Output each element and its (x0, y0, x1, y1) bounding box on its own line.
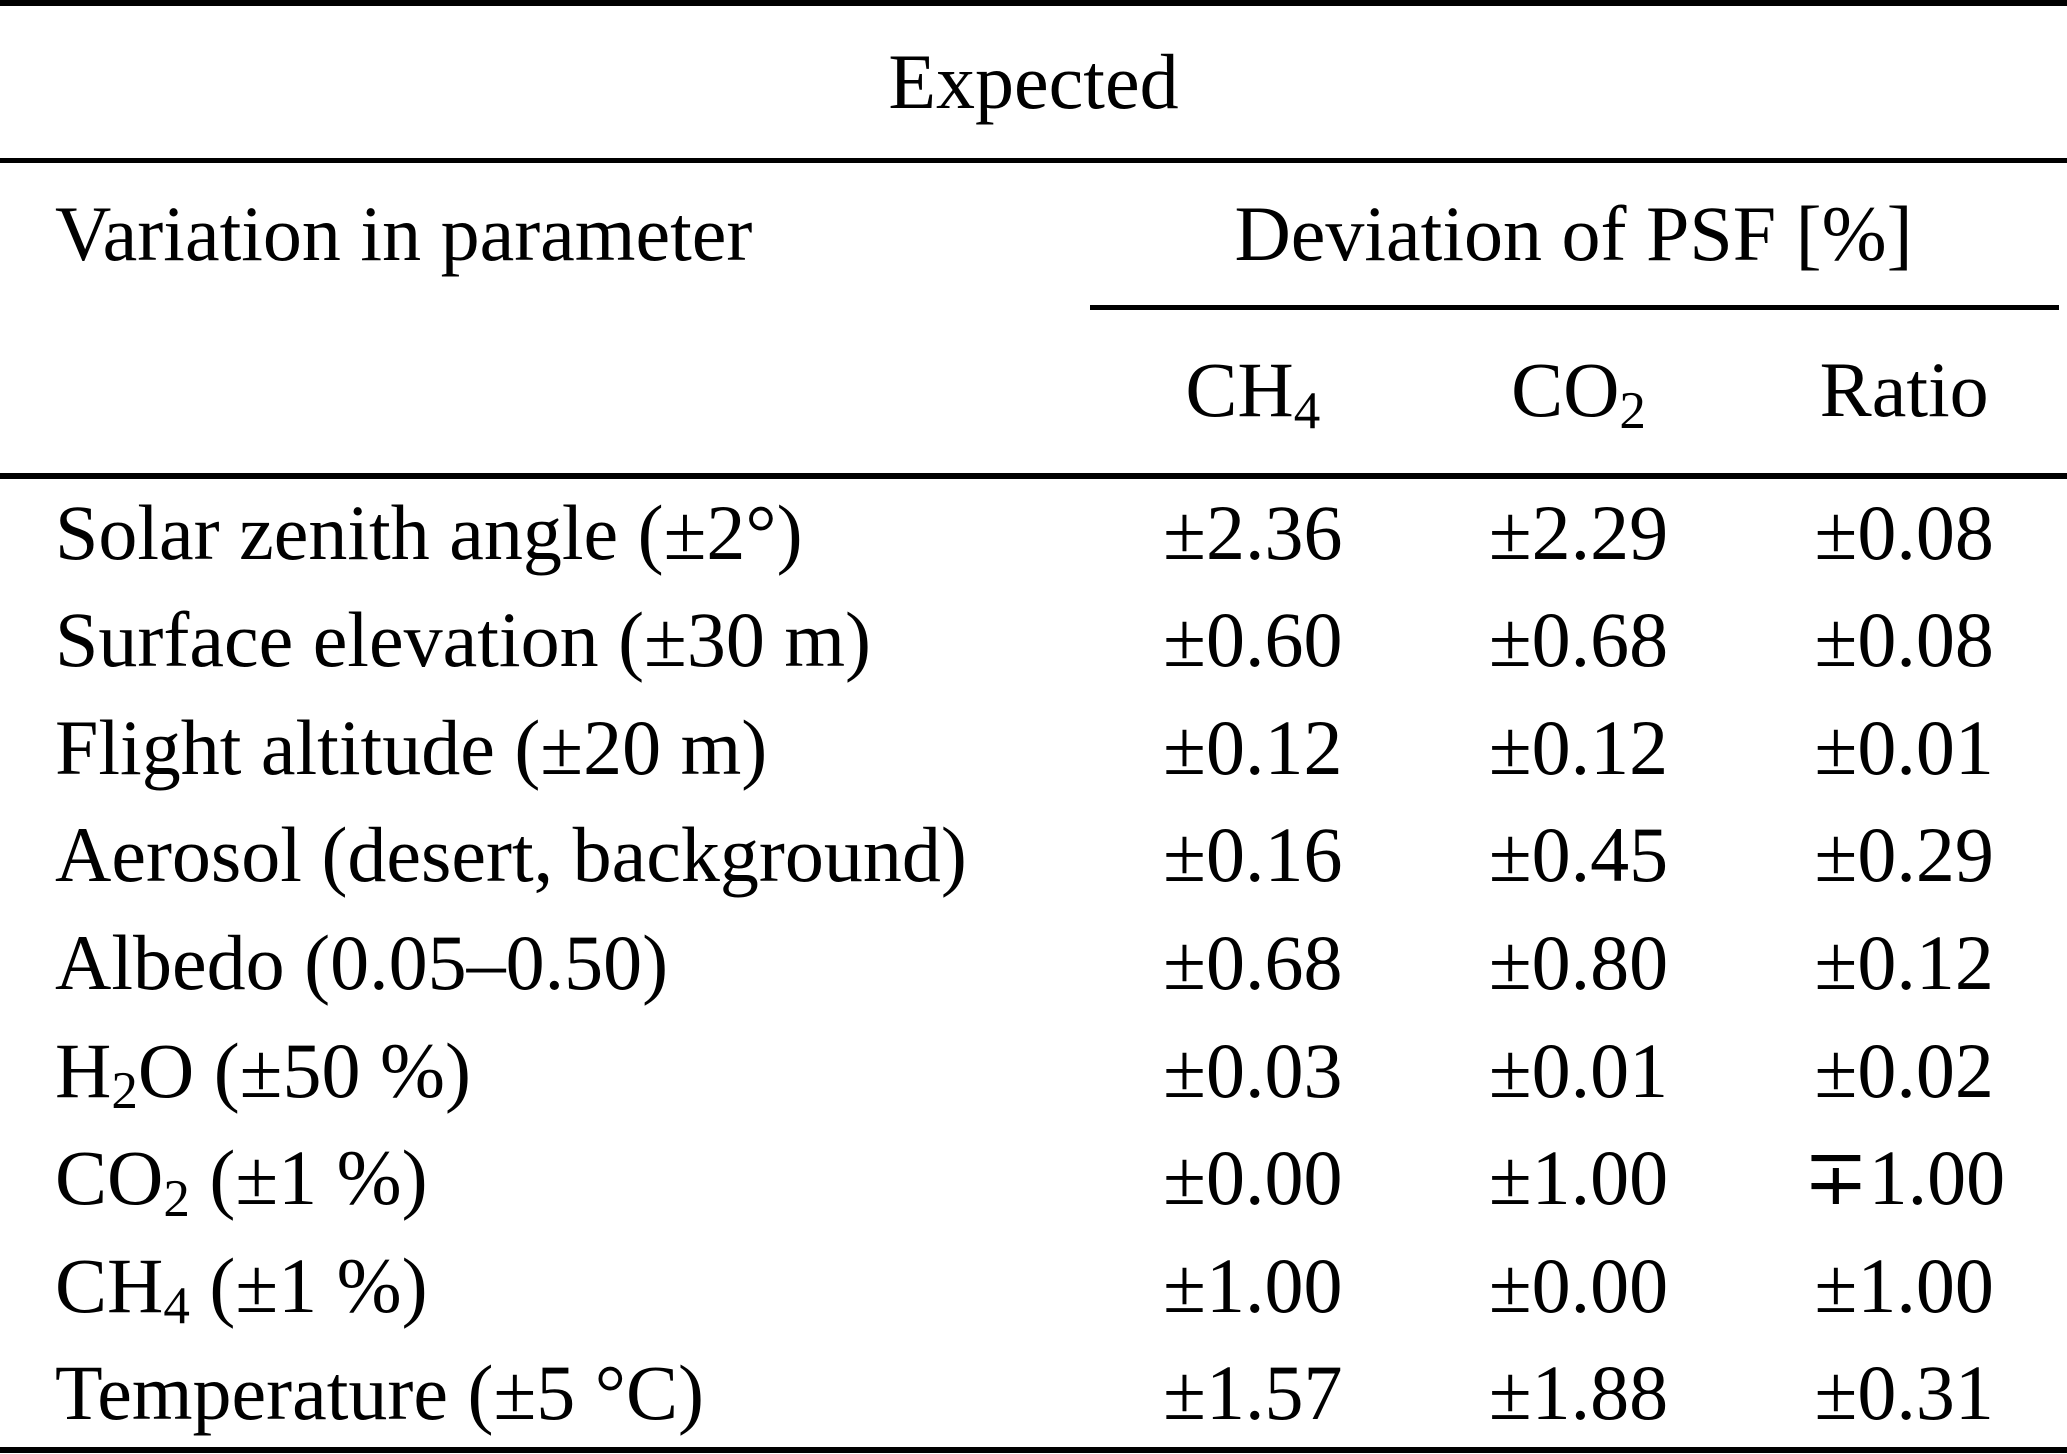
cell-ratio: ±0.29 (1814, 811, 1994, 899)
top-rule (0, 0, 2067, 6)
column-header-ch4: CH4 (1090, 345, 1416, 437)
header-bottom-rule (0, 473, 2067, 479)
table-row: CO2 (±1 %) ±0.00 ±1.00 ∓1.00 (0, 1124, 2067, 1232)
cell-ch4: ±0.16 (1163, 811, 1343, 899)
cell-co2: ±0.12 (1488, 703, 1669, 791)
cell-ratio: ±0.12 (1814, 919, 1994, 1007)
row-label-text: Surface elevation (±30 m) (55, 596, 871, 684)
psf-group-header-wrap: Deviation of PSF [%] (1090, 163, 2067, 305)
cell-ch4: ±1.00 (1163, 1241, 1343, 1329)
row-label: Albedo (0.05–0.50) (0, 918, 1090, 1008)
header-top-rule (0, 158, 2067, 163)
row-label: CO2 (±1 %) (0, 1133, 1090, 1225)
column-header-co2-subscript: 2 (1619, 381, 1646, 440)
table-row: Solar zenith angle (±2°) ±2.36 ±2.29 ±0.… (0, 479, 2067, 587)
column-header-co2: CO2 (1416, 345, 1742, 437)
cell-co2: ±0.01 (1488, 1026, 1669, 1114)
column-header-ratio: Ratio (1741, 345, 2067, 435)
row-label-text: H (55, 1026, 112, 1114)
sub-header-row: CH4 CO2 Ratio (1090, 310, 2067, 470)
cell-ch4: ±0.60 (1163, 596, 1343, 684)
row-label-text: Aerosol (desert, background) (55, 811, 967, 899)
table-row: Aerosol (desert, background) ±0.16 ±0.45… (0, 802, 2067, 910)
row-label-text: Solar zenith angle (±2°) (55, 488, 803, 576)
cell-ratio: ±0.08 (1814, 488, 1994, 576)
row-label-subscript: 2 (111, 1062, 138, 1121)
cell-ch4: ±1.57 (1163, 1349, 1343, 1437)
row-label: Solar zenith angle (±2°) (0, 488, 1090, 578)
cell-ch4: ±0.68 (1163, 919, 1343, 1007)
cell-ratio: ±0.31 (1814, 1349, 1994, 1437)
column-header-ch4-text: CH (1185, 346, 1294, 433)
psf-group-header: Deviation of PSF [%] (1234, 190, 1913, 277)
row-label-subscript: 2 (163, 1169, 190, 1228)
cell-co2: ±2.29 (1488, 488, 1669, 576)
column-header-co2-text: CO (1511, 346, 1620, 433)
table-row: Surface elevation (±30 m) ±0.60 ±0.68 ±0… (0, 587, 2067, 695)
table-row: Temperature (±5 °C) ±1.57 ±1.88 ±0.31 (0, 1340, 2067, 1448)
table-row: Albedo (0.05–0.50) ±0.68 ±0.80 ±0.12 (0, 909, 2067, 1017)
cell-co2: ±0.45 (1488, 811, 1669, 899)
column-header-ratio-text: Ratio (1819, 346, 1989, 433)
cell-co2: ±0.68 (1488, 596, 1669, 684)
cell-co2: ±1.00 (1488, 1134, 1669, 1222)
cell-ch4: ±0.00 (1163, 1134, 1343, 1222)
row-label-suffix: O (±50 %) (137, 1026, 471, 1114)
cell-ratio: ∓1.00 (1803, 1134, 2006, 1222)
bottom-rule (0, 1447, 2067, 1453)
parameter-column-header: Variation in parameter (55, 190, 753, 277)
row-label-text: Temperature (±5 °C) (55, 1349, 704, 1437)
table-row: CH4 (±1 %) ±1.00 ±0.00 ±1.00 (0, 1232, 2067, 1340)
cell-ratio: ±1.00 (1814, 1241, 1994, 1329)
row-label: Temperature (±5 °C) (0, 1348, 1090, 1438)
row-label: H2O (±50 %) (0, 1026, 1090, 1118)
cell-co2: ±0.00 (1488, 1241, 1669, 1329)
row-label-text: CH (55, 1241, 164, 1329)
cell-co2: ±1.88 (1488, 1349, 1669, 1437)
cmidrule (1090, 305, 2059, 310)
table-group-header: Expected (888, 38, 1179, 125)
table-row: Flight altitude (±20 m) ±0.12 ±0.12 ±0.0… (0, 694, 2067, 802)
row-label: Surface elevation (±30 m) (0, 595, 1090, 685)
psf-column-group: Deviation of PSF [%] CH4 CO2 Ratio (1090, 163, 2067, 470)
cell-ch4: ±0.12 (1163, 703, 1343, 791)
row-label-suffix: (±1 %) (189, 1241, 428, 1329)
cell-co2: ±0.80 (1488, 919, 1669, 1007)
table-row: H2O (±50 %) ±0.03 ±0.01 ±0.02 (0, 1017, 2067, 1125)
table-header: Variation in parameter Deviation of PSF … (0, 163, 2067, 473)
table-body: Solar zenith angle (±2°) ±2.36 ±2.29 ±0.… (0, 479, 2067, 1447)
cell-ratio: ±0.08 (1814, 596, 1994, 684)
cell-ch4: ±0.03 (1163, 1026, 1343, 1114)
row-label: Flight altitude (±20 m) (0, 703, 1090, 793)
row-label-text: Flight altitude (±20 m) (55, 703, 768, 791)
row-label-text: Albedo (0.05–0.50) (55, 919, 669, 1007)
row-label: CH4 (±1 %) (0, 1241, 1090, 1333)
parameter-column-header-wrap: Variation in parameter (55, 163, 752, 305)
column-header-ch4-subscript: 4 (1293, 381, 1321, 440)
cell-ratio: ±0.01 (1814, 703, 1994, 791)
row-label-subscript: 4 (163, 1277, 190, 1336)
row-label-text: CO (55, 1134, 164, 1222)
table-group-header-row: Expected (0, 6, 2067, 158)
row-label: Aerosol (desert, background) (0, 810, 1090, 900)
row-label-suffix: (±1 %) (189, 1134, 428, 1222)
cell-ch4: ±2.36 (1163, 488, 1343, 576)
cell-ratio: ±0.02 (1814, 1026, 1994, 1114)
